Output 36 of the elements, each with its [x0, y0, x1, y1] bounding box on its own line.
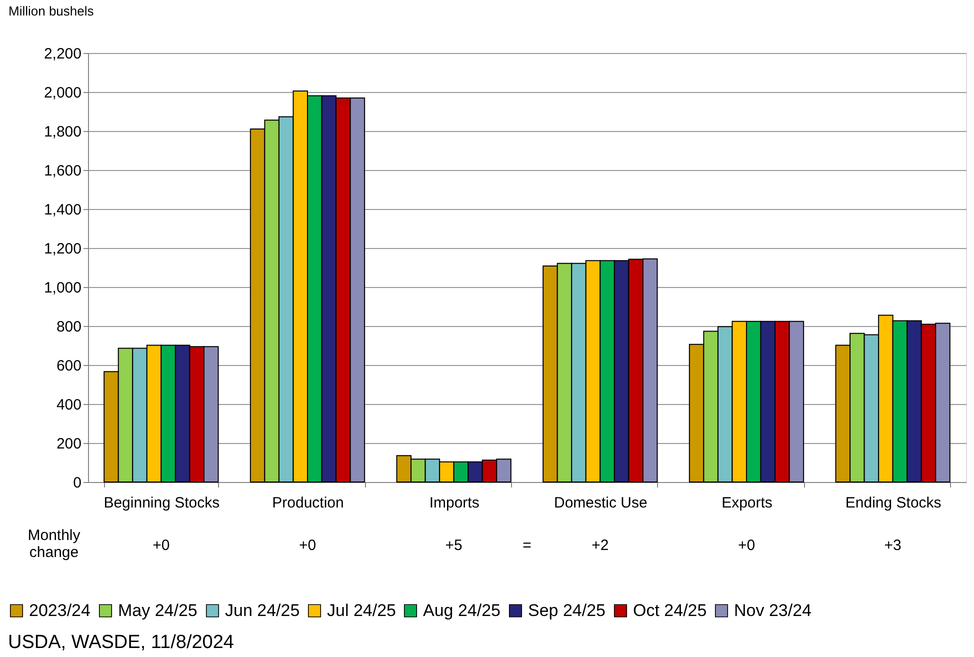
y-tick-label: 0	[73, 474, 82, 492]
text: +2	[592, 537, 609, 554]
x-tick-label: Beginning Stocks	[104, 494, 220, 512]
legend-label: Sep 24/25	[528, 600, 606, 620]
x-tick-label: Production	[272, 494, 344, 512]
y-tick-label: 200	[56, 436, 82, 452]
x-tick-label: Exports	[722, 494, 772, 512]
y-tick-label: 2,000	[44, 84, 82, 102]
y-tick-label: 400	[56, 396, 82, 414]
legend-label: Oct 24/25	[633, 600, 707, 620]
y-tick-label: 1,200	[44, 240, 82, 258]
x-tick-label: Imports	[429, 494, 480, 512]
y-tick-label: 2,200	[44, 46, 82, 62]
legend-label: Jul 24/25	[327, 600, 396, 620]
y-tick-label: 1,400	[44, 202, 82, 218]
x-tick-label: Ending Stocks	[845, 494, 942, 512]
text: +5	[445, 537, 462, 554]
legend-label: Nov 23/24	[734, 600, 812, 620]
legend-label: Jun 24/25	[225, 600, 300, 620]
y-axis-title: Million bushels	[8, 4, 94, 18]
legend-label: May 24/25	[118, 600, 198, 620]
text: +0	[152, 537, 170, 554]
y-tick-label: 1,800	[44, 124, 82, 140]
text: +0	[738, 537, 756, 554]
text: USDA, WASDE, 11/8/2024	[8, 632, 234, 653]
text: Monthly change	[28, 527, 81, 561]
y-tick-label: 1,000	[44, 280, 82, 296]
text: +3	[884, 537, 902, 554]
y-tick-label: 800	[56, 318, 82, 336]
text: +0	[298, 537, 316, 554]
x-tick-label: Domestic Use	[554, 494, 648, 512]
y-tick-label: 1,600	[44, 162, 82, 180]
legend-label: 2023/24	[29, 600, 90, 620]
text: =	[522, 537, 532, 554]
y-tick-label: 600	[56, 358, 82, 374]
legend-label: Aug 24/25	[423, 600, 501, 620]
